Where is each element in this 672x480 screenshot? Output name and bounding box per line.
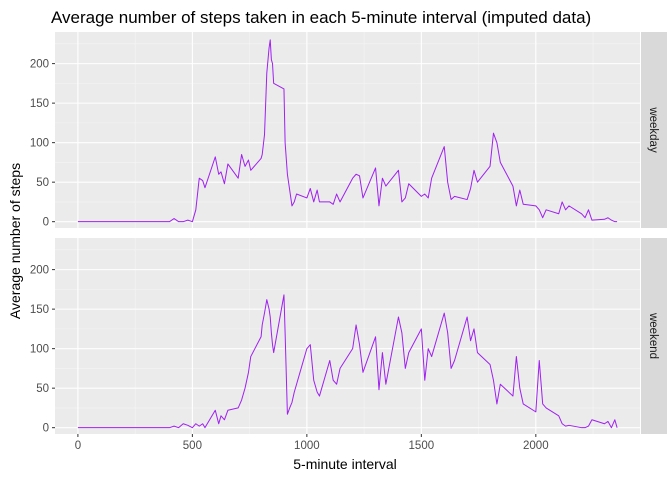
facet-strip	[641, 32, 667, 228]
y-tick-label: 150	[30, 304, 49, 316]
y-tick-label: 50	[36, 383, 49, 395]
y-tick-label: 100	[30, 344, 49, 356]
panel-background	[55, 238, 640, 434]
series-line-weekend	[77, 294, 618, 429]
x-tick-label: 0	[75, 440, 81, 452]
panel-weekend: 0 50 100 150 200 weekend	[30, 238, 667, 435]
y-tick-label: 0	[43, 217, 49, 229]
y-tick-label: 0	[43, 423, 49, 435]
x-tick-label: 1000	[294, 440, 320, 452]
y-tick-label: 200	[30, 59, 49, 71]
y-tick-label: 150	[30, 98, 49, 110]
x-tick-label: 500	[183, 440, 202, 452]
facet-strip-label: weekday	[647, 106, 659, 153]
y-tick-label: 200	[30, 265, 49, 277]
series-line-weekday	[77, 39, 618, 223]
panel-weekday: 0 50 100 150 200 weekday	[30, 32, 667, 229]
x-tick-label: 1500	[409, 440, 435, 452]
panels-layer: 0 50 100 150 200 weekday 0 50 100 150 200 weekend	[30, 32, 667, 435]
facet-strip	[641, 238, 667, 434]
x-tick-label: 2000	[523, 440, 549, 452]
y-axis-title: Average number of steps	[7, 163, 23, 319]
y-tick-label: 100	[30, 138, 49, 150]
panel-background	[55, 32, 640, 228]
x-axis: 0 500 1000 1500 2000	[75, 434, 549, 452]
chart-title: Average number of steps taken in each 5-…	[51, 8, 591, 27]
facet-strip-label: weekend	[647, 312, 659, 359]
x-axis-title: 5-minute interval	[293, 456, 397, 472]
y-tick-label: 50	[36, 177, 49, 189]
